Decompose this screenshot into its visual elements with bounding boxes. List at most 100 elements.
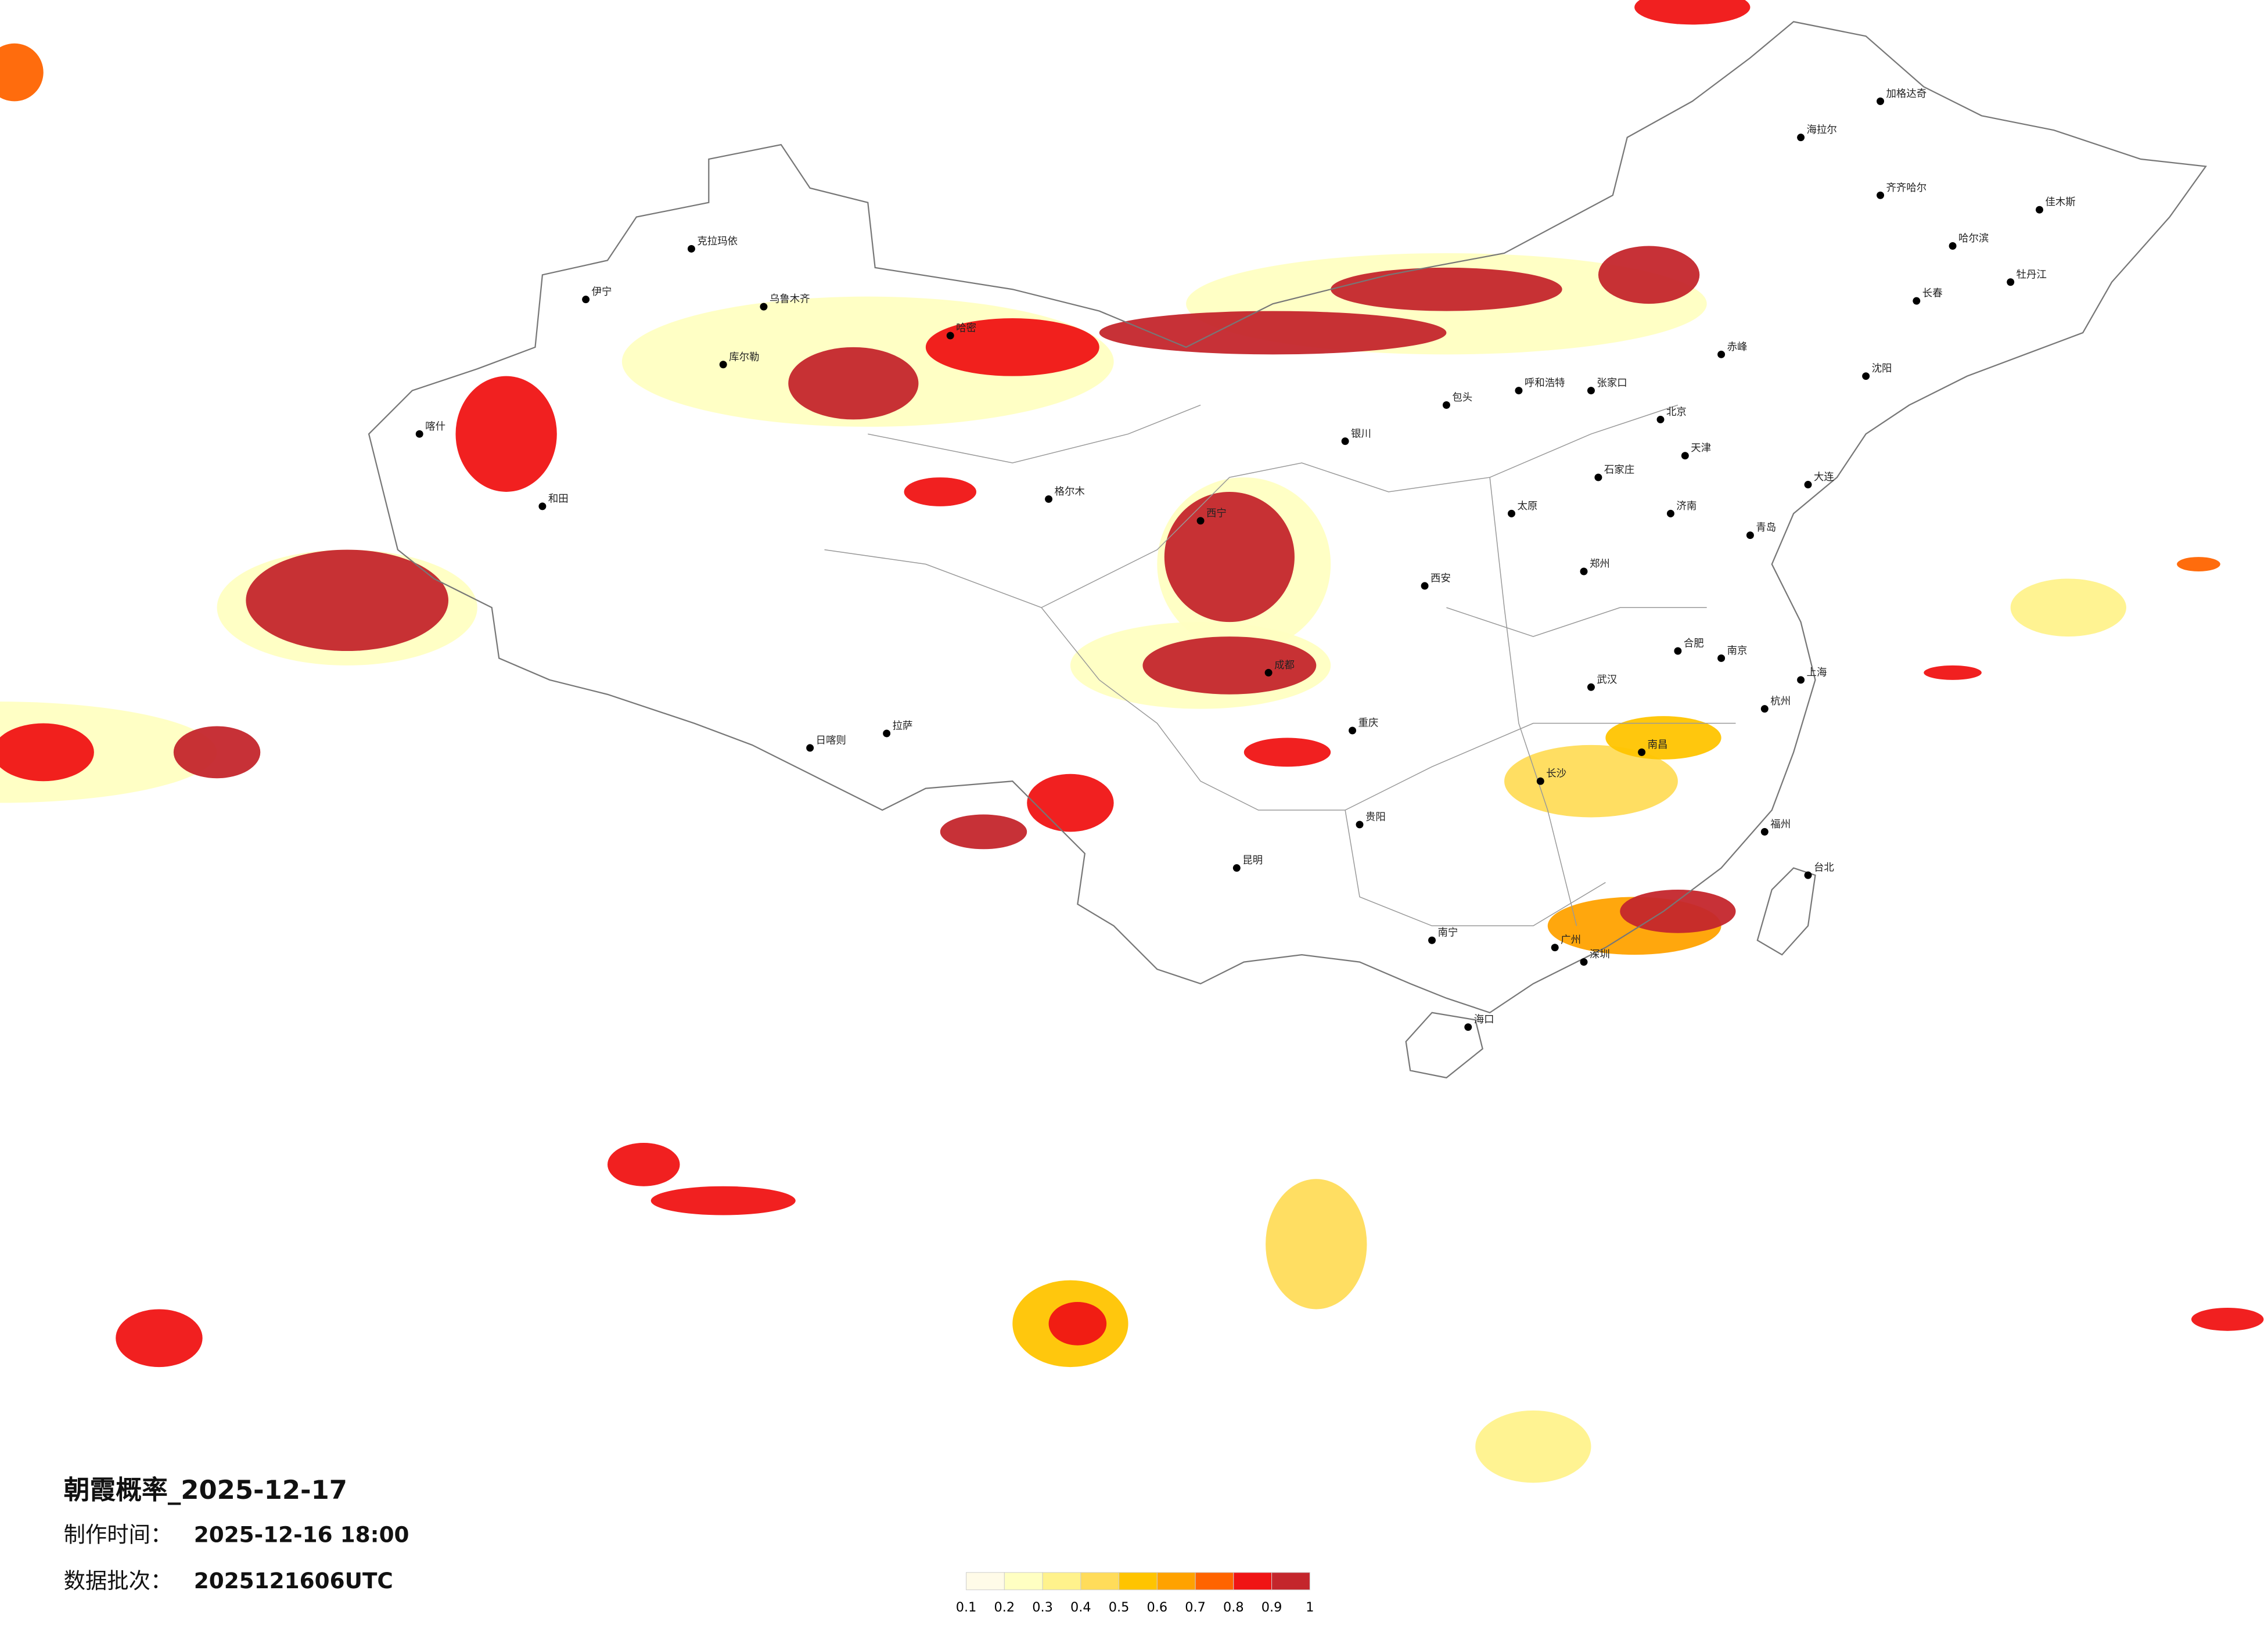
- probability-patch: [455, 376, 557, 492]
- city-dot: [1428, 936, 1436, 944]
- probability-patch: [607, 1142, 680, 1186]
- city-dot: [1674, 647, 1682, 655]
- probability-patch: [1027, 774, 1114, 832]
- city-dot: [2036, 206, 2043, 214]
- city-dot: [1232, 864, 1241, 872]
- probability-patch: [1099, 311, 1447, 355]
- probability-patch: [2010, 578, 2126, 637]
- city-dot: [1681, 452, 1689, 460]
- probability-patch: [173, 726, 261, 779]
- city-label: 台北: [1814, 862, 1834, 874]
- city-label: 张家口: [1597, 377, 1627, 389]
- legend-swatch: [1233, 1572, 1273, 1591]
- city-dot: [806, 744, 814, 752]
- city-label: 郑州: [1590, 559, 1610, 570]
- probability-patch: [940, 814, 1027, 850]
- province-border: [824, 404, 1736, 927]
- legend-tick-label: 0.4: [1070, 1600, 1091, 1615]
- city-label: 广州: [1561, 934, 1581, 946]
- legend-swatch: [1271, 1572, 1310, 1591]
- city-label: 哈尔滨: [1958, 233, 1989, 244]
- city-dot: [687, 244, 695, 253]
- probability-field: [0, 0, 2264, 1483]
- city-dot: [1341, 437, 1349, 445]
- city-dot: [1594, 473, 1602, 481]
- probability-patch: [2191, 1307, 2264, 1331]
- legend-swatch: [1156, 1572, 1196, 1591]
- city-label: 青岛: [1756, 522, 1776, 534]
- city-label: 佳木斯: [2045, 197, 2075, 208]
- probability-patch: [1634, 0, 1751, 25]
- city-label: 乌鲁木齐: [770, 294, 810, 305]
- probability-patch: [1605, 716, 1721, 760]
- city-label: 上海: [1807, 667, 1827, 678]
- probability-patch: [788, 347, 919, 420]
- probability-patch: [1504, 744, 1678, 818]
- city-label: 格尔木: [1055, 486, 1085, 498]
- city-dot: [2007, 278, 2015, 286]
- city-label: 济南: [1676, 501, 1696, 512]
- city-label: 昆明: [1242, 855, 1263, 866]
- legend-tick-label: 0.6: [1147, 1600, 1168, 1615]
- city-dot: [946, 332, 954, 340]
- legend-swatch: [1195, 1572, 1234, 1591]
- city-dot: [1877, 97, 1885, 105]
- city-label: 南宁: [1437, 927, 1458, 939]
- city-dot: [1760, 828, 1769, 836]
- legend-tick-label: 1: [1306, 1600, 1314, 1615]
- city-label: 海口: [1474, 1014, 1494, 1026]
- city-label: 大连: [1814, 472, 1834, 483]
- probability-patch: [246, 549, 449, 651]
- city-dot: [1656, 415, 1665, 423]
- city-label: 库尔勒: [729, 351, 759, 363]
- city-label: 伊宁: [592, 286, 612, 298]
- city-label: 太原: [1517, 501, 1537, 512]
- city-dot: [719, 361, 727, 369]
- city-dot: [1264, 668, 1273, 677]
- legend-tick-label: 0.8: [1223, 1600, 1244, 1615]
- city-dot: [1797, 134, 1805, 142]
- city-dot: [1949, 242, 1957, 250]
- country-border: [368, 21, 2207, 1079]
- probability-patch: [0, 43, 44, 102]
- city-label: 合肥: [1684, 638, 1704, 650]
- batch-value: 2025121606UTC: [194, 1568, 393, 1593]
- city-label: 石家庄: [1604, 465, 1634, 476]
- city-label: 成都: [1274, 660, 1295, 671]
- city-dot: [1580, 567, 1588, 575]
- city-label: 拉萨: [893, 721, 913, 732]
- legend-tick-label: 0.1: [956, 1600, 977, 1615]
- probability-patch: [116, 1309, 203, 1368]
- probability-patch: [904, 477, 977, 506]
- made-value: 2025-12-16 18:00: [194, 1522, 409, 1548]
- city-label: 克拉玛依: [697, 236, 738, 247]
- city-label: 海拉尔: [1807, 124, 1837, 136]
- city-dot: [1804, 481, 1812, 488]
- city-dot: [1196, 517, 1205, 525]
- city-label: 西安: [1430, 573, 1451, 584]
- probability-patch: [1331, 267, 1562, 311]
- city-label: 齐齐哈尔: [1886, 182, 1927, 194]
- probability-patch: [1924, 665, 1982, 680]
- city-dot: [1508, 509, 1515, 517]
- city-dot: [1045, 495, 1053, 503]
- probability-patch: [1048, 1301, 1107, 1346]
- city-dot: [415, 430, 423, 438]
- probability-patch: [0, 723, 94, 782]
- city-label: 北京: [1666, 406, 1687, 418]
- city-dot: [1638, 748, 1646, 756]
- city-dot: [1442, 401, 1450, 409]
- city-dot: [1356, 821, 1364, 829]
- city-dot: [1760, 705, 1769, 713]
- made-label: 制作时间：: [64, 1522, 172, 1548]
- city-dot: [1862, 372, 1870, 380]
- legend-tick-label: 0.9: [1261, 1600, 1282, 1615]
- city-dot: [1797, 676, 1805, 684]
- probability-patch: [1475, 1410, 1591, 1483]
- city-label: 武汉: [1597, 674, 1617, 686]
- city-label: 包头: [1452, 392, 1472, 404]
- city-label: 贵阳: [1365, 811, 1386, 823]
- city-label: 杭州: [1770, 696, 1791, 707]
- city-dot: [1587, 387, 1595, 395]
- city-dot: [1349, 726, 1357, 735]
